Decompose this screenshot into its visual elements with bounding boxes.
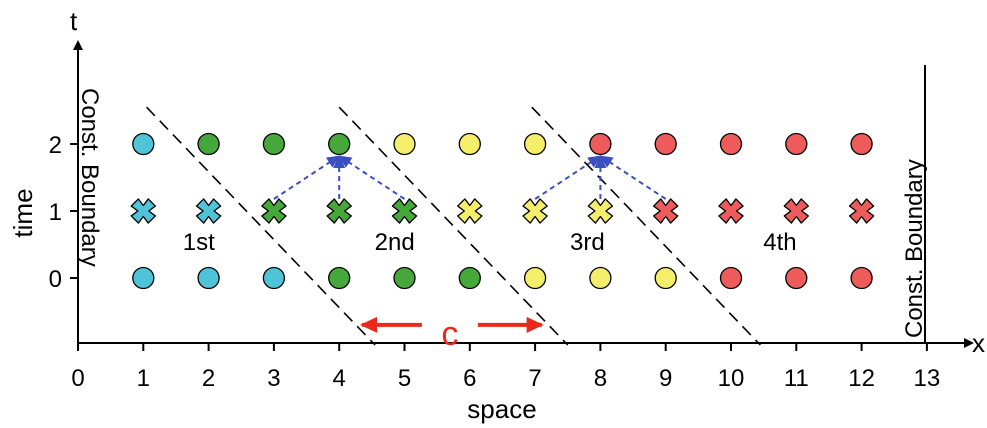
- characteristic-dashed-line: [531, 106, 761, 346]
- grid-point-cross: [457, 198, 483, 224]
- x-tick-label: 9: [659, 365, 672, 392]
- grid-point-circle: [197, 266, 220, 290]
- grid-point-circle: [785, 266, 808, 290]
- x-tick-label: 0: [71, 365, 84, 392]
- grid-point-circle: [589, 132, 612, 156]
- region-labels: 1st 2nd 3rd 4th: [183, 229, 797, 256]
- grid-point-circle: [458, 266, 481, 290]
- grid-point-circle: [719, 266, 743, 290]
- t-axis-letter: t: [70, 6, 78, 36]
- grid-point-cross: [261, 198, 287, 224]
- x-tick-label: 4: [333, 365, 346, 392]
- grid-point-circle: [654, 266, 677, 290]
- t-tick-label: 2: [49, 132, 62, 159]
- x-tick-label: 10: [718, 365, 745, 392]
- x-tick-label: 3: [267, 365, 280, 392]
- characteristic-lines: [145, 106, 761, 346]
- y-axis-title: time: [8, 188, 38, 237]
- grid-point-circle: [785, 132, 808, 156]
- speed-indicator: c: [360, 315, 544, 353]
- region-label: 2nd: [375, 229, 415, 256]
- region-label: 1st: [183, 229, 215, 256]
- x-tick-label: 5: [398, 365, 411, 392]
- characteristic-dashed-line: [145, 106, 376, 346]
- x-tick-label: 13: [914, 365, 941, 392]
- grid-point-circle: [719, 132, 743, 156]
- x-tick-label: 2: [202, 365, 215, 392]
- x-tick-label: 7: [528, 365, 541, 392]
- t-tick-labels: 0 1 2: [49, 132, 78, 293]
- grid-point-circle: [523, 132, 547, 156]
- grid-point-cross: [587, 198, 614, 224]
- x-tick-label: 11: [784, 365, 809, 392]
- x-axis-title: space: [467, 394, 536, 424]
- grid-point-circle: [850, 266, 873, 290]
- grid-point-cross: [326, 198, 352, 224]
- region-label: 3rd: [570, 229, 605, 256]
- x-tick-labels: 0 1 2 3 4 5 6 7 8 9 10 11 12 13: [71, 343, 940, 392]
- grid-point-circle: [132, 132, 155, 156]
- characteristic-dashed-line: [338, 106, 569, 346]
- dependency-arrow: [338, 155, 406, 200]
- x-axis-letter: x: [972, 328, 985, 358]
- t-tick-label: 1: [49, 199, 62, 226]
- grid-point-cross: [718, 198, 744, 224]
- dependency-arrows: [273, 155, 667, 200]
- speed-label: c: [441, 315, 458, 353]
- grid-point-circle: [262, 266, 286, 290]
- grid-point-cross: [783, 198, 810, 224]
- x-tick-label: 1: [137, 365, 150, 392]
- grid-point-cross: [848, 198, 875, 224]
- grid-point-cross: [195, 198, 222, 224]
- dependency-arrow: [273, 155, 341, 200]
- grid-point-circle: [393, 132, 416, 156]
- grid-point-circle: [328, 132, 351, 156]
- right-boundary-label: Const. Boundary: [901, 159, 928, 338]
- x-tick-label: 6: [463, 365, 476, 392]
- grid-point-cross: [130, 198, 157, 224]
- x-tick-label: 8: [594, 365, 607, 392]
- grid-point-circle: [654, 132, 677, 156]
- grid-point-circle: [523, 266, 547, 290]
- grid-point-circle: [458, 132, 481, 156]
- grid-point-circle: [850, 132, 873, 156]
- t-tick-label: 0: [49, 266, 62, 293]
- grid-point-cross: [522, 198, 548, 224]
- grid-point-circle: [262, 132, 286, 156]
- grid-point-circle: [589, 266, 612, 290]
- x-tick-label: 12: [848, 365, 875, 392]
- grid-point-circle: [197, 132, 220, 156]
- left-boundary-label: Const. Boundary: [76, 88, 103, 267]
- grid-point-cross: [391, 198, 418, 224]
- grid-point-cross: [652, 198, 679, 224]
- grid-point-circle: [393, 266, 416, 290]
- grid-points: [130, 132, 875, 290]
- grid-point-circle: [328, 266, 351, 290]
- grid-point-circle: [132, 266, 155, 290]
- dependency-arrow: [534, 155, 602, 200]
- region-label: 4th: [763, 229, 796, 256]
- dependency-arrow: [599, 155, 667, 200]
